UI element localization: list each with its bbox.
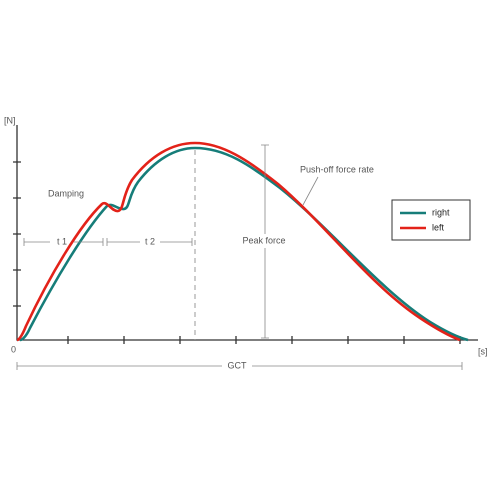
push-off-label: Push-off force rate [300, 164, 374, 174]
legend-label: left [432, 222, 445, 232]
y-ticks [13, 161, 21, 307]
damping-label: Damping [48, 188, 84, 198]
gct-bracket [16, 362, 463, 370]
legend: right left [391, 199, 471, 241]
peak-force-label: Peak force [242, 235, 285, 245]
x-unit: [s] [478, 346, 488, 356]
gct-label: GCT [228, 360, 248, 370]
origin-label: 0 [11, 344, 16, 354]
t2-label: t 2 [145, 236, 155, 246]
x-ticks [67, 336, 461, 344]
t-brackets [23, 238, 193, 246]
legend-label: right [432, 207, 450, 217]
t1-label: t 1 [57, 236, 67, 246]
y-unit: [N] [4, 115, 16, 125]
peak-label-bg [238, 234, 290, 248]
push-off-pointer [302, 176, 319, 206]
right-curve [19, 146, 469, 342]
legend-box [391, 199, 471, 241]
left-curve [16, 141, 461, 342]
